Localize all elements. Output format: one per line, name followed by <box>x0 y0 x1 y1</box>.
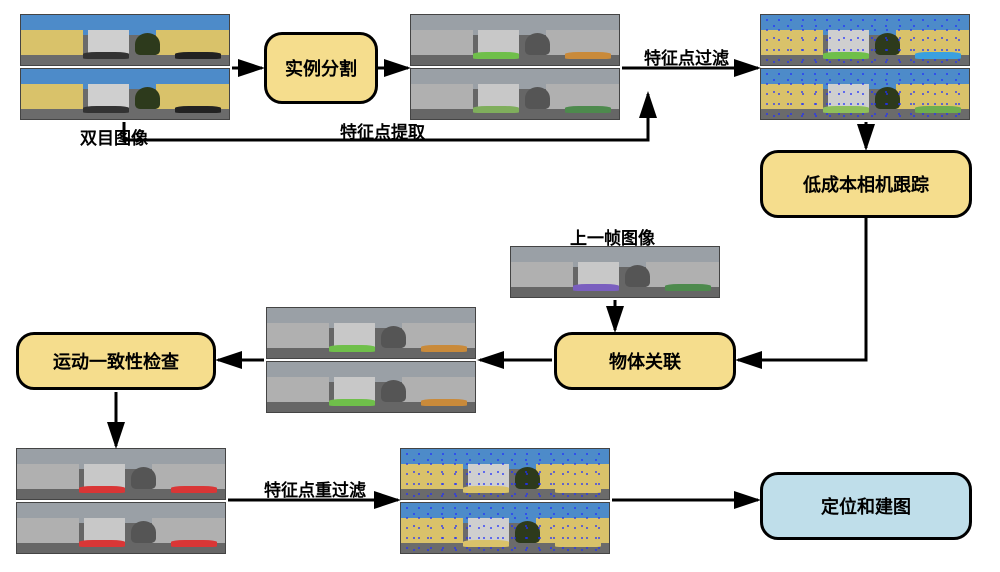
node-label: 物体关联 <box>609 348 681 374</box>
node-low-cost-track: 低成本相机跟踪 <box>760 150 972 218</box>
node-obj-assoc: 物体关联 <box>554 332 736 390</box>
img-prev-frame <box>510 246 720 298</box>
prev-frame <box>510 246 720 298</box>
node-label: 低成本相机跟踪 <box>803 171 929 197</box>
node-instance-seg: 实例分割 <box>264 32 378 104</box>
label-stereo-input: 双目图像 <box>80 124 148 149</box>
motion-top <box>16 448 226 500</box>
refilter-bottom <box>400 502 610 554</box>
label-feat-refilter: 特征点重过滤 <box>264 476 366 501</box>
assoc-bottom <box>266 361 476 413</box>
imgpair-after-seg <box>410 14 620 120</box>
node-label: 实例分割 <box>285 55 357 81</box>
filter-bottom <box>760 68 970 120</box>
imgpair-after-filter <box>760 14 970 120</box>
motion-bottom <box>16 502 226 554</box>
refilter-top <box>400 448 610 500</box>
seg-bottom <box>410 68 620 120</box>
imgpair-after-refilter <box>400 448 610 554</box>
assoc-top <box>266 307 476 359</box>
stereo-bottom <box>20 68 230 120</box>
node-motion-check: 运动一致性检查 <box>16 332 216 390</box>
stereo-top <box>20 14 230 66</box>
imgpair-after-assoc <box>266 307 476 413</box>
filter-top <box>760 14 970 66</box>
label-feat-filter: 特征点过滤 <box>644 44 729 69</box>
imgpair-after-motion <box>16 448 226 554</box>
label-feat-extract: 特征点提取 <box>340 118 425 143</box>
node-label: 运动一致性检查 <box>53 348 179 374</box>
node-label: 定位和建图 <box>821 493 911 519</box>
node-loc-map: 定位和建图 <box>760 472 972 540</box>
imgpair-input-stereo <box>20 14 230 120</box>
seg-top <box>410 14 620 66</box>
